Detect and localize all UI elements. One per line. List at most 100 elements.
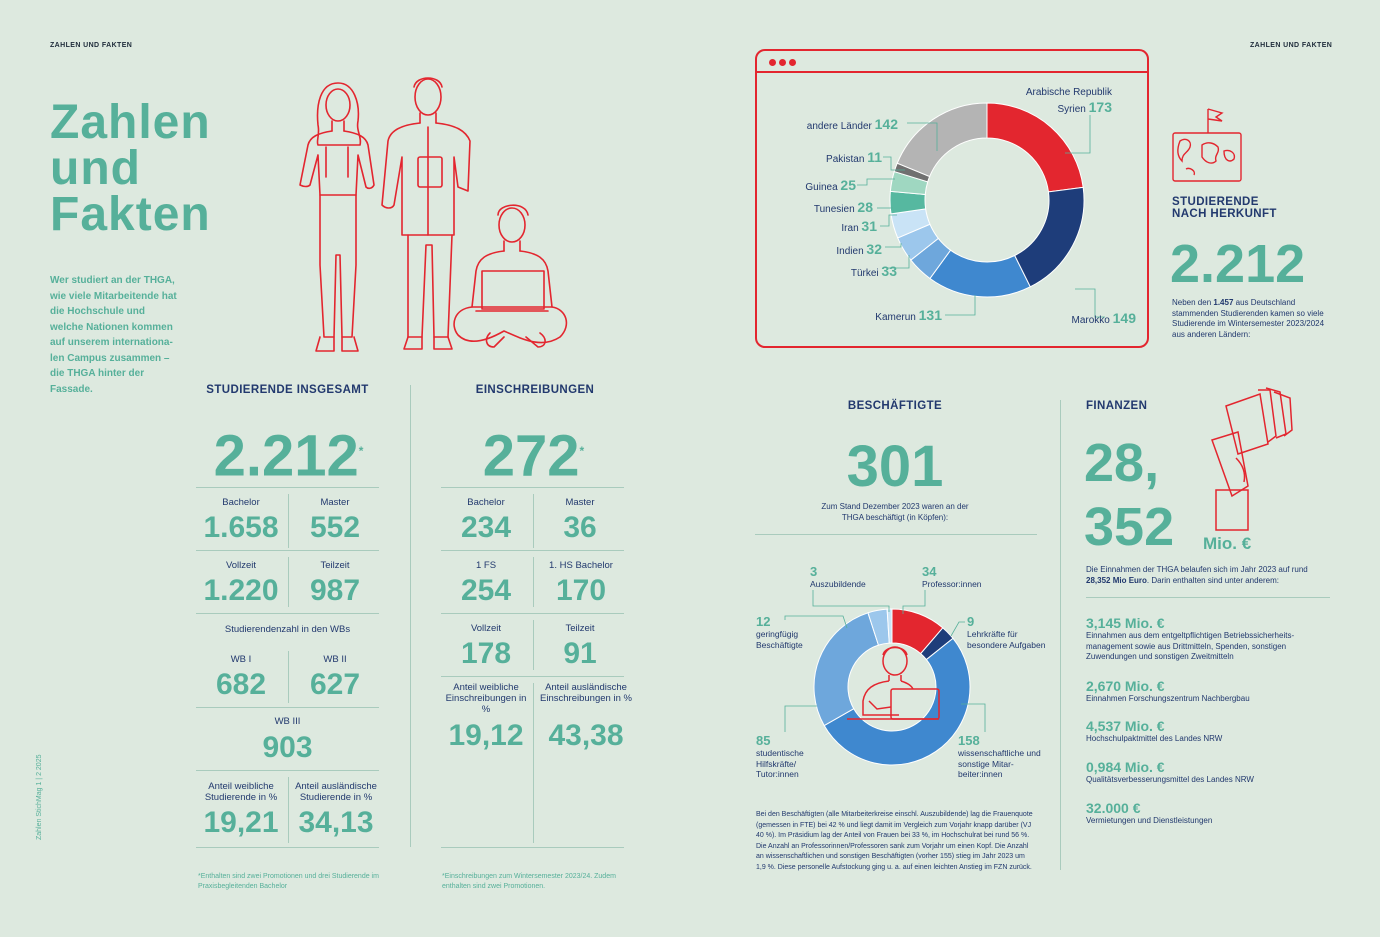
studierende-bachelor-label: Bachelor bbox=[222, 497, 260, 508]
wiss-label: 158 wissenschaftliche und sonstige Mitar… bbox=[958, 733, 1042, 780]
column-divider bbox=[410, 385, 411, 847]
value-iran: 31 bbox=[861, 218, 877, 234]
finanzen-item-text: Vermietungen und Dienstleistungen bbox=[1086, 816, 1213, 825]
woman-figure bbox=[299, 82, 375, 352]
einschreibungen-master-value: 36 bbox=[563, 511, 597, 544]
wb3-value: 903 bbox=[262, 731, 313, 764]
wiss-value: 158 bbox=[958, 733, 980, 748]
header-left: ZAHLEN UND FAKTEN bbox=[50, 42, 133, 49]
beschaeftigte-sub: Zum Stand Dezember 2023 waren an der THG… bbox=[821, 502, 969, 522]
label-pakistan-text: Pakistan bbox=[826, 154, 865, 165]
label-marokko: Marokko 149 bbox=[1040, 310, 1137, 326]
studierende-teilzeit-label: Teilzeit bbox=[320, 560, 350, 571]
value-guinea: 25 bbox=[840, 177, 856, 193]
wb1-value: 682 bbox=[215, 668, 267, 701]
einschreibungen-star: * bbox=[579, 444, 585, 458]
divider bbox=[441, 550, 624, 551]
label-syrien-b: Syrien bbox=[1057, 104, 1086, 115]
divider bbox=[441, 676, 624, 677]
donut-slice-andere-länder bbox=[896, 102, 988, 178]
azubi-label: 3 Auszubildende bbox=[810, 564, 866, 590]
standing-man-figure bbox=[381, 77, 471, 350]
side-caption: Zahlen StichMag 1 | 2 2025 bbox=[36, 754, 43, 840]
value-pakistan: 11 bbox=[867, 149, 882, 165]
stud-value: 85 bbox=[756, 733, 771, 748]
herkunft-chart-frame bbox=[755, 49, 1149, 348]
finanzen-item: 2,670 Mio. € Einnahmen Forschungszentrum… bbox=[1086, 678, 1330, 705]
divider-vertical bbox=[533, 683, 534, 843]
einschreibungen-footnote: *Einschreibungen zum Wintersemester 2023… bbox=[442, 873, 616, 890]
map-flag-icon bbox=[1172, 108, 1242, 182]
label-syrien: Syrien 173 bbox=[1040, 99, 1113, 115]
studierende-weiblich-value: 19,21 bbox=[203, 806, 279, 839]
divider-vertical bbox=[288, 494, 289, 548]
finanzen-text: Die Einnahmen der THGA belaufen sich im … bbox=[1086, 565, 1330, 586]
herkunft-title-line-2: NACH HERKUNFT bbox=[1172, 208, 1277, 220]
divider bbox=[441, 847, 624, 848]
divider bbox=[441, 487, 624, 488]
studierende-total-value: 2.212 bbox=[213, 423, 359, 489]
value-kamerun: 131 bbox=[918, 307, 942, 323]
value-andere: 142 bbox=[874, 116, 898, 132]
money-cup-icon bbox=[1211, 387, 1293, 531]
finanzen-item: 3,145 Mio. € Einnahmen aus dem entgeltpf… bbox=[1086, 615, 1330, 663]
studierende-vollzeit-label: Vollzeit bbox=[225, 560, 257, 571]
wb1-label: WB I bbox=[230, 654, 252, 665]
label-guinea-text: Guinea bbox=[805, 182, 838, 193]
finanzen-item-text: Qualitätsverbesserungsmittel des Landes … bbox=[1086, 775, 1254, 784]
wiss-text: wissenschaftliche und sonstige Mitar­bei… bbox=[958, 748, 1041, 779]
divider bbox=[196, 487, 379, 488]
lehr-text: Lehrkräfte für besondere Aufgaben bbox=[967, 629, 1046, 650]
label-syrien-a: Arabische Republik bbox=[1025, 87, 1112, 98]
finanzen-item: 4,537 Mio. € Hochschulpaktmittel des Lan… bbox=[1086, 718, 1330, 745]
ger-text: geringfügig Beschäftigte bbox=[756, 629, 803, 650]
einschreibungen-bachelor-label: Bachelor bbox=[467, 497, 505, 508]
label-guinea: Guinea 25 bbox=[760, 177, 856, 193]
studierende-auslaendisch-value: 34,13 bbox=[298, 806, 374, 839]
finanzen-item-value: 0,984 Mio. € bbox=[1086, 759, 1165, 775]
studierende-bachelor-value: 1.658 bbox=[203, 511, 279, 544]
finanzen-big-2: 352 bbox=[1084, 497, 1175, 557]
finanzen-item-value: 32.000 € bbox=[1086, 800, 1141, 816]
finanzen-item-text: Einnahmen aus dem entgeltpflichtigen Bet… bbox=[1086, 631, 1295, 661]
herkunft-text-bold: 1.457 bbox=[1213, 298, 1234, 307]
wb-title: Studierendenzahl in den WBs bbox=[224, 624, 351, 635]
einschreibungen-teilzeit-label: Teilzeit bbox=[565, 623, 595, 634]
wb3-label: WB III bbox=[274, 716, 301, 727]
finanzen-text-bold: 28,352 Mio Euro bbox=[1086, 575, 1147, 585]
studierende-title: STUDIERENDE INSGESAMT bbox=[206, 384, 369, 396]
einschreibungen-total: 272* bbox=[441, 416, 626, 491]
value-tunesien: 28 bbox=[857, 199, 873, 215]
label-kamerun: Kamerun 131 bbox=[840, 307, 942, 323]
studierende-total: 2.212* bbox=[196, 416, 381, 491]
people-illustration bbox=[299, 77, 568, 352]
lehr-value: 9 bbox=[967, 614, 975, 629]
divider bbox=[196, 707, 379, 708]
einschreibungen-auslaendisch-value: 43,38 bbox=[548, 719, 624, 752]
finanzen-text-post: . Darin enthalten sind unter anderem: bbox=[1146, 575, 1279, 585]
divider bbox=[196, 613, 379, 614]
einschreibungen-title: EINSCHREIBUNGEN bbox=[475, 384, 595, 396]
ger-label: 12 geringfügig Beschäftigte bbox=[756, 614, 826, 650]
herkunft-title-line-1: STUDIERENDE bbox=[1172, 196, 1259, 208]
herkunft-text-post: aus Deutschland stammenden Studierenden … bbox=[1172, 298, 1325, 339]
stud-label: 85 studentische Hilfskräfte/ Tutor:innen bbox=[756, 733, 826, 780]
column-divider bbox=[1060, 400, 1061, 870]
einschreibungen-weiblich-label: Anteil weibliche Einschreibungen in % bbox=[445, 682, 527, 715]
finanzen-item: 32.000 € Vermietungen und Dienstleistung… bbox=[1086, 800, 1330, 827]
divider-vertical bbox=[288, 651, 289, 703]
title-line-1: Zahlen bbox=[50, 96, 211, 149]
wb2-value: 627 bbox=[309, 668, 361, 701]
studierende-auslaendisch-label: Anteil ausländische Studierende in % bbox=[295, 781, 377, 803]
studierende-vollzeit-value: 1.220 bbox=[203, 574, 279, 607]
stud-text: studentische Hilfskräfte/ Tutor:innen bbox=[756, 748, 804, 779]
studierende-teilzeit-value: 987 bbox=[309, 574, 361, 607]
label-indien-text: Indien bbox=[836, 246, 864, 257]
frame-titlebar-line bbox=[757, 71, 1147, 73]
divider bbox=[1086, 597, 1330, 598]
azubi-value: 3 bbox=[810, 564, 818, 579]
label-tuerkei-text: Türkei bbox=[850, 268, 879, 279]
finanzen-title: FINANZEN bbox=[1086, 400, 1148, 412]
worker-laptop-icon bbox=[847, 646, 940, 720]
title-line-3: Fakten bbox=[50, 188, 211, 241]
